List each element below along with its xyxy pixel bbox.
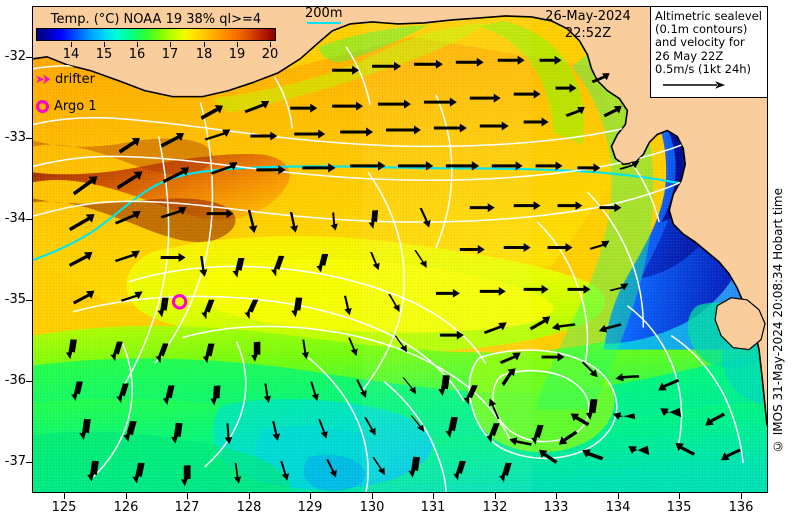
- x-tick-label: 128: [236, 500, 262, 515]
- colorbar-tick: [71, 42, 72, 47]
- sst-date: 26-May-2024: [545, 9, 631, 24]
- x-tick: [372, 493, 373, 499]
- colorbar-tick-label: 14: [62, 47, 80, 62]
- colorbar-tick-label: 16: [128, 47, 146, 62]
- x-tick-label: 132: [482, 500, 508, 515]
- x-tick-label: 130: [359, 500, 385, 515]
- colorbar-tick: [270, 42, 271, 47]
- island-outline: [714, 297, 766, 351]
- argo-circle-icon: [36, 100, 49, 113]
- sst-time: 22:52Z: [564, 26, 612, 41]
- drifter-legend: drifter: [36, 72, 95, 87]
- drifter-legend-label: drifter: [55, 72, 95, 87]
- bathymetry-legend-label: 200m: [305, 6, 343, 21]
- coastline-path: [33, 15, 767, 426]
- altimetry-info-box: Altimetric sealevel (0.1m contours) and …: [650, 6, 768, 99]
- colorbar-tick: [237, 42, 238, 47]
- colorbar-gradient: 14 15 16 17 18 19 20: [36, 28, 278, 62]
- altimetry-line-2: (0.1m contours): [655, 22, 748, 37]
- argo-float-marker[interactable]: [171, 294, 188, 310]
- y-tick: [26, 462, 32, 463]
- y-tick: [26, 57, 32, 58]
- y-tick-label: -35: [4, 292, 26, 307]
- colorbar-tick: [204, 42, 205, 47]
- colorbar-tick: [137, 42, 138, 47]
- y-tick-label: -33: [4, 130, 26, 145]
- x-tick: [187, 493, 188, 499]
- x-tick: [556, 493, 557, 499]
- colorbar-tick-label: 15: [95, 47, 113, 62]
- x-tick-label: 126: [113, 500, 139, 515]
- x-tick: [741, 493, 742, 499]
- x-tick-label: 129: [297, 500, 323, 515]
- bathymetry-legend-line: [306, 22, 341, 24]
- x-tick-label: 127: [174, 500, 200, 515]
- map-raster-and-overlays: [33, 7, 767, 492]
- altimetry-line-3: and velocity for: [655, 35, 745, 50]
- y-tick-label: -36: [4, 373, 26, 388]
- altimetry-line-4: 26 May 22Z: [655, 48, 724, 63]
- y-tick: [26, 300, 32, 301]
- velocity-scale-arrow-icon: [663, 81, 725, 89]
- drifter-arrow-icon: [36, 74, 50, 85]
- x-tick: [249, 493, 250, 499]
- velocity-vector-field: [65, 55, 742, 487]
- y-tick-label: -32: [4, 49, 26, 64]
- temperature-colorbar: Temp. (°C) NOAA 19 38% ql>=4 14 15 16 17…: [36, 12, 278, 62]
- altimetry-line-5: 0.5m/s (1kt 24h): [655, 61, 752, 76]
- bathymetry-legend: 200m: [305, 7, 342, 24]
- x-tick-label: 125: [51, 500, 77, 515]
- x-tick: [618, 493, 619, 499]
- colorbar-tick-label: 19: [228, 47, 246, 62]
- colorbar-tick-label: 17: [161, 47, 179, 62]
- x-tick-label: 131: [420, 500, 446, 515]
- x-tick: [433, 493, 434, 499]
- altimetry-line-1: Altimetric sealevel: [655, 9, 762, 23]
- imos-credit: © IMOS 31-May-2024 20:08:34 Hobart time: [771, 188, 785, 454]
- x-tick: [679, 493, 680, 499]
- sealevel-contours: [33, 46, 744, 492]
- x-tick: [64, 493, 65, 499]
- colorbar-tick: [170, 42, 171, 47]
- argo-legend: Argo 1: [36, 99, 97, 114]
- x-tick: [126, 493, 127, 499]
- y-tick-label: -34: [4, 211, 26, 226]
- y-tick-label: -37: [4, 454, 26, 469]
- x-tick-label: 134: [605, 500, 631, 515]
- colorbar-tick-label: 18: [195, 47, 213, 62]
- sst-timestamp: 26-May-2024 22:52Z: [533, 8, 643, 42]
- x-tick-label: 135: [666, 500, 692, 515]
- colorbar-tick: [104, 42, 105, 47]
- y-tick: [26, 219, 32, 220]
- x-tick: [495, 493, 496, 499]
- sst-map-plot: [32, 6, 768, 493]
- argo-legend-label: Argo 1: [54, 99, 97, 114]
- x-tick-label: 136: [728, 500, 754, 515]
- x-tick-label: 133: [543, 500, 569, 515]
- y-tick: [26, 138, 32, 139]
- y-tick: [26, 381, 32, 382]
- colorbar-tick-label: 20: [261, 47, 279, 62]
- colorbar-title: Temp. (°C) NOAA 19 38% ql>=4: [50, 12, 262, 27]
- x-tick: [310, 493, 311, 499]
